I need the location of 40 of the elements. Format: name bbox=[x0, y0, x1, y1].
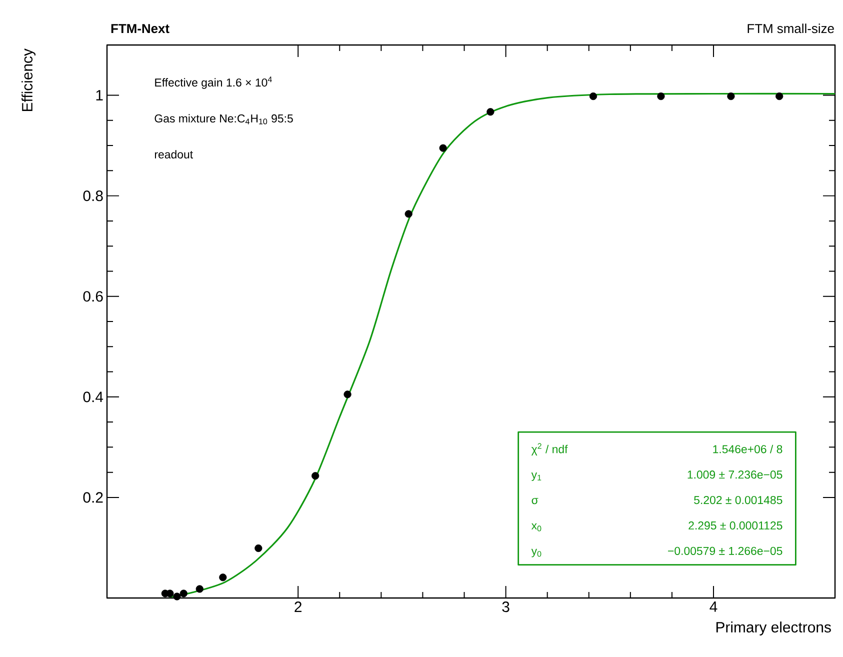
y-tick-label: 0.8 bbox=[83, 190, 103, 202]
annotation: σ bbox=[532, 498, 538, 504]
y-tick-label: 0.2 bbox=[83, 492, 103, 503]
chart-subtitle: FTM small-size bbox=[748, 24, 834, 34]
annotation: 1.009 ± 7.236e−05 bbox=[688, 470, 782, 479]
point bbox=[196, 585, 204, 593]
y-tick-label: 1 bbox=[96, 90, 103, 100]
annotation: 2.295 ± 0.0001125 bbox=[688, 521, 782, 530]
annotation: χ$^{2}$ / ndf bbox=[531, 443, 568, 456]
annotation: Gas mixture Ne:C$_{4}$H$_{10}$ 95:5 bbox=[154, 114, 293, 124]
x-tick-label: 2 bbox=[294, 602, 302, 612]
x-tick-label: 3 bbox=[502, 602, 510, 612]
annotation: −0.00579 ± 1.266e−05 bbox=[668, 546, 782, 555]
point bbox=[312, 472, 320, 480]
annotation: y$_{0}$ bbox=[531, 548, 542, 558]
point bbox=[439, 144, 447, 152]
annotation: 5.202 ± 0.001485 bbox=[694, 496, 782, 504]
y-tick-label: 0.6 bbox=[83, 291, 103, 302]
annotation: x$_{0}$ bbox=[531, 523, 542, 532]
point bbox=[776, 92, 784, 100]
annotation: y$_{1}$ bbox=[531, 472, 542, 481]
point bbox=[727, 92, 735, 100]
annotation: 1.546e+06 / 8 bbox=[713, 444, 782, 454]
x-axis-title: Primary electrons bbox=[716, 622, 831, 636]
annotation: Effective gain 1.6 × 10$^{4}$ bbox=[155, 76, 272, 89]
point bbox=[589, 92, 598, 100]
point bbox=[486, 108, 494, 116]
chart-title: FTM-Next bbox=[111, 24, 170, 34]
annotation: readout bbox=[154, 150, 193, 158]
point bbox=[219, 574, 227, 582]
point bbox=[657, 92, 665, 100]
point bbox=[166, 590, 174, 598]
point bbox=[173, 592, 181, 600]
x-tick-label: 4 bbox=[710, 602, 718, 612]
y-tick-label: 0.4 bbox=[83, 392, 104, 402]
y-axis-title: Efficiency bbox=[22, 48, 36, 111]
point bbox=[404, 210, 412, 218]
point bbox=[254, 544, 262, 552]
point bbox=[344, 390, 352, 398]
point bbox=[180, 590, 188, 598]
